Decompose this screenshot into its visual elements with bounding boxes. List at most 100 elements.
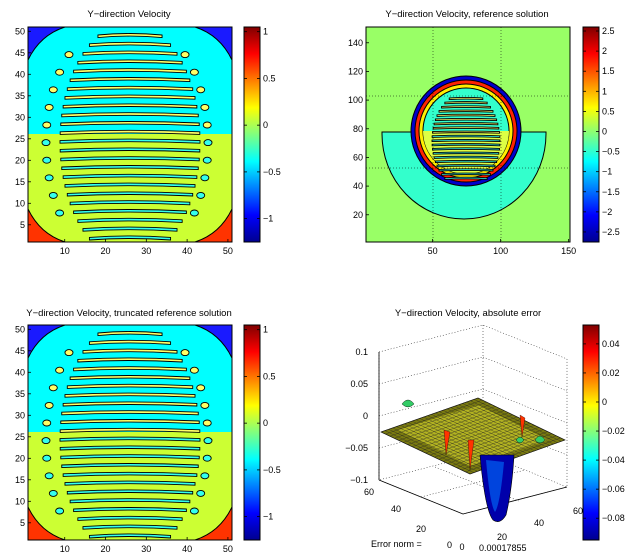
contour-blob xyxy=(200,472,210,480)
colorbar-tick-label: −1 xyxy=(263,214,273,224)
contour-stripe xyxy=(59,129,201,135)
contour-blob xyxy=(196,191,206,199)
contour-stripe xyxy=(431,138,501,143)
y-tick-label: 45 xyxy=(15,346,25,356)
contour-blob xyxy=(64,51,74,59)
contour-stripe xyxy=(88,533,172,539)
contour-stripe xyxy=(59,138,201,144)
contour-blob xyxy=(196,384,206,392)
contour-blob xyxy=(42,419,52,427)
y-axis: 5 10 15 20 25 30 35 40 45 50 xyxy=(15,26,31,230)
z-tick-label: 0.1 xyxy=(355,347,368,357)
colorbar-tick-label: −1.5 xyxy=(602,187,620,197)
contour-stripe xyxy=(66,489,194,495)
contour-stripe xyxy=(59,436,201,442)
x-tick-label: 40 xyxy=(182,544,192,554)
y-tick-label: 45 xyxy=(15,48,25,58)
error-norm-value: 0.00017855 xyxy=(479,543,527,553)
error-trough-inner xyxy=(486,460,504,512)
y-axis: 20 40 60 80 100 120 140 xyxy=(348,38,369,220)
contour-blob xyxy=(48,489,58,497)
contour-blob xyxy=(42,156,52,164)
z-tick-label: −0.1 xyxy=(350,475,368,485)
x-tick-label: 40 xyxy=(534,518,544,528)
x-tick-label: 30 xyxy=(141,246,151,256)
colorbar-tick-label: 0.04 xyxy=(602,339,620,349)
mesh-line xyxy=(452,431,548,466)
x-tick-label: 50 xyxy=(223,246,233,256)
y-tick-label: 30 xyxy=(15,410,25,420)
contour-stripe xyxy=(73,209,187,215)
contour-blob xyxy=(200,401,210,409)
contour-stripe xyxy=(438,168,494,172)
panel-reference: Y−direction Velocity, reference solution… xyxy=(348,9,620,256)
contour-blob xyxy=(44,472,54,480)
colorbar-tick-label: −0.5 xyxy=(263,167,281,177)
contour-stripe xyxy=(434,159,498,164)
contour-blob xyxy=(202,121,212,129)
colorbar-tick-label: 0.5 xyxy=(263,73,276,83)
contour-stripe xyxy=(77,515,183,521)
y-tick-label: 140 xyxy=(348,38,363,48)
panel-title: Y−direction Velocity, absolute error xyxy=(395,308,541,319)
x-axis-labels: 0 20 40 60 xyxy=(459,506,583,552)
grid-line xyxy=(378,356,484,385)
contour-stripe xyxy=(82,226,178,232)
contour-stripe xyxy=(60,454,200,460)
colorbar xyxy=(582,324,600,541)
x-tick-label: 30 xyxy=(141,544,151,554)
contour-blob xyxy=(48,191,58,199)
mesh-line xyxy=(394,404,492,439)
x-axis: 10 20 30 40 50 xyxy=(60,239,233,256)
y-tick-label: 15 xyxy=(15,177,25,187)
contour-blob xyxy=(48,86,58,94)
error-bump xyxy=(401,399,415,408)
contour-stripe xyxy=(77,357,183,363)
colorbar-tick-label: 1 xyxy=(263,27,268,37)
contour-stripe xyxy=(434,117,498,122)
colorbar-tick-label: 0.5 xyxy=(263,371,276,381)
colorbar-tick-label: 1.5 xyxy=(602,66,615,76)
mesh-line xyxy=(443,427,539,462)
mesh-lines xyxy=(380,397,566,475)
contour-stripe xyxy=(97,331,163,337)
x-tick-label: 40 xyxy=(182,246,192,256)
contour-stripe xyxy=(69,200,191,206)
mesh-line xyxy=(447,429,544,464)
colorbar-tick-label: −2.5 xyxy=(602,227,620,237)
mesh-line xyxy=(438,425,535,460)
contour-stripe xyxy=(436,113,496,117)
y-tick-label: 5 xyxy=(20,518,25,528)
colorbar-tick-label: 0 xyxy=(602,126,607,136)
contour-stripe xyxy=(60,121,200,127)
contour-stripe xyxy=(438,109,494,113)
y-axis-labels: 60 40 20 0 xyxy=(364,487,452,550)
panel-absolute-error: Y−direction Velocity, absolute error xyxy=(345,308,625,553)
x-tick-label: 20 xyxy=(101,246,111,256)
y-tick-label: 25 xyxy=(15,134,25,144)
colorbar-ticks: 2.5 2 1.5 1 0.5 0 −0.5 −1 −1.5 −2 −2.5 xyxy=(583,26,620,237)
contour-blob xyxy=(48,384,58,392)
contour-stripe xyxy=(73,507,187,513)
contour-stripe xyxy=(64,392,196,398)
contour-stripe xyxy=(432,151,500,155)
contour-stripe xyxy=(432,147,500,151)
x-tick-label: 100 xyxy=(493,246,508,256)
colorbar-tick-label: −2 xyxy=(602,207,612,217)
y-axis: 5 10 15 20 25 30 35 40 45 50 xyxy=(15,324,31,528)
z-axis-labels: 0.1 0.05 0 −0.05 −0.1 xyxy=(345,347,368,485)
z-tick-label: 0 xyxy=(363,411,368,421)
error-bump xyxy=(515,436,525,444)
y-tick-label: 40 xyxy=(15,69,25,79)
colorbar-tick-label: −1 xyxy=(263,512,273,522)
z-tick-label: 0.05 xyxy=(350,379,368,389)
contour-stripe xyxy=(64,480,196,486)
contour-stripe xyxy=(66,85,194,91)
colorbar-tick-label: −0.06 xyxy=(602,484,625,494)
x-tick-label: 20 xyxy=(101,544,111,554)
axes-frame xyxy=(27,324,233,541)
contour-stripe xyxy=(441,172,491,176)
contour-blob xyxy=(64,349,74,357)
contour-stripe xyxy=(82,348,178,354)
